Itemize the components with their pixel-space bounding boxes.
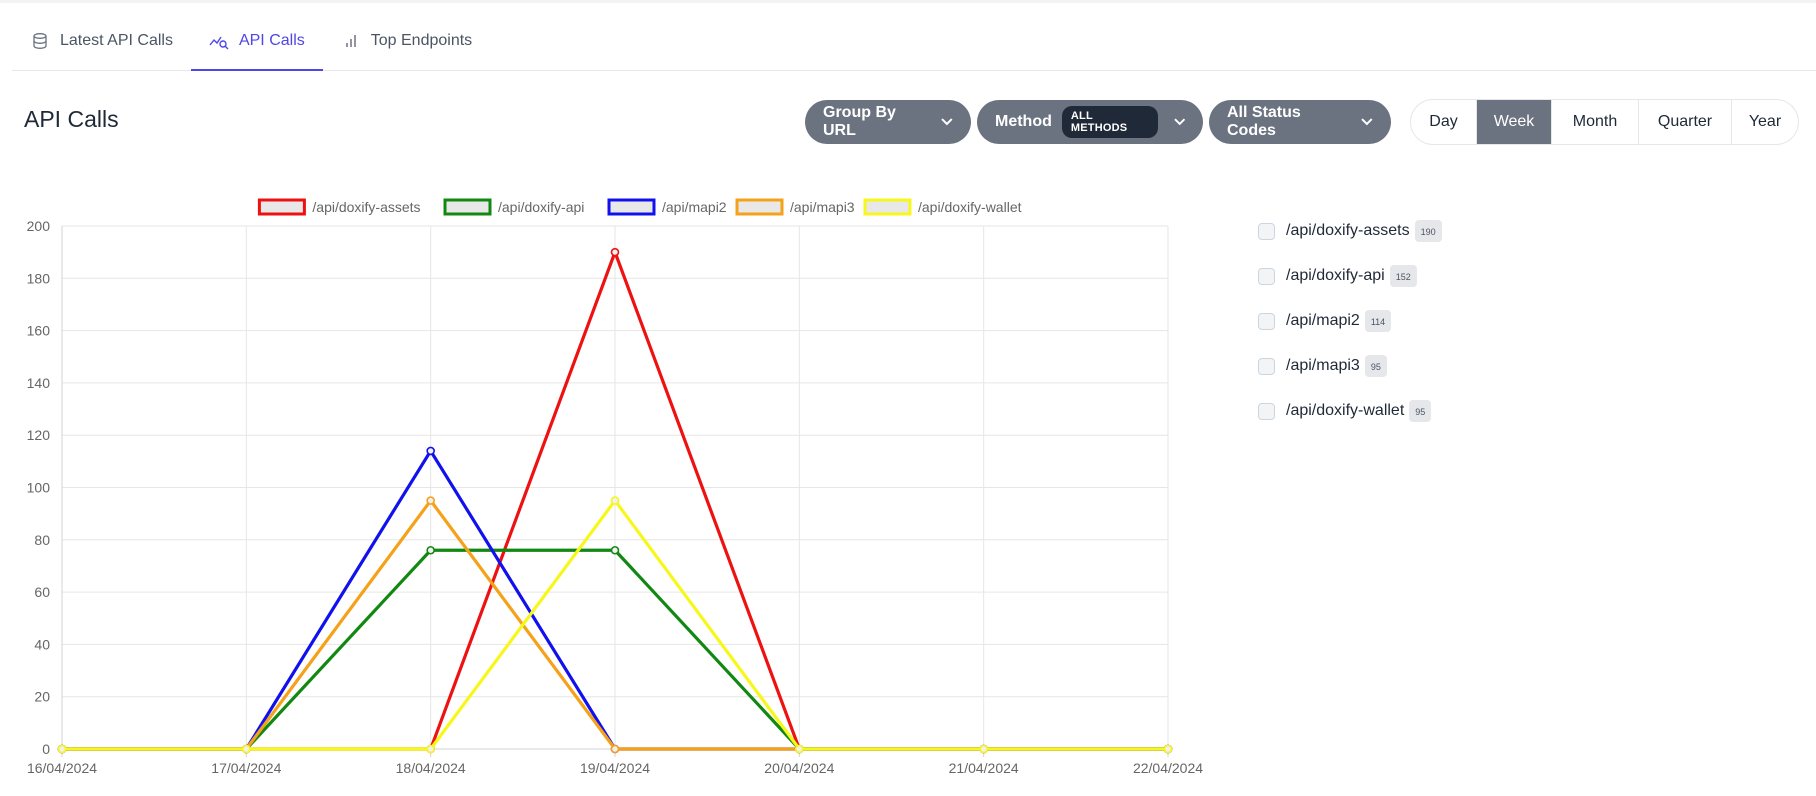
legend-swatch <box>443 198 492 216</box>
y-tick-label: 40 <box>34 636 50 652</box>
legend-label: /api/mapi2 <box>662 199 727 215</box>
method-dropdown[interactable]: Method ALL METHODS <box>977 100 1203 144</box>
range-label: Quarter <box>1657 113 1713 130</box>
data-point <box>979 744 988 754</box>
api-calls-line-chart: 0 20 40 60 80 100 120 140 160 180 200 16/04/2024 17/… <box>27 198 1203 776</box>
endpoint-count-badge: 114 <box>1364 310 1392 332</box>
data-point <box>610 496 620 505</box>
y-tick-label: 180 <box>27 270 51 286</box>
bar-chart-icon <box>341 31 361 51</box>
y-tick-label: 0 <box>42 741 50 757</box>
chevron-down-icon <box>1173 118 1185 126</box>
data-point <box>610 744 620 754</box>
endpoint-label: /api/doxify-wallet <box>1286 402 1405 419</box>
endpoint-count-badge: 152 <box>1389 265 1417 287</box>
legend-swatch <box>735 198 784 216</box>
y-tick-label: 200 <box>27 218 51 234</box>
data-point <box>57 744 67 754</box>
line-chart-icon <box>209 31 229 51</box>
endpoint-checkbox[interactable] <box>1258 267 1275 285</box>
tab-label: Latest API Calls <box>60 31 173 49</box>
endpoint-count-badge: 95 <box>1409 400 1432 422</box>
chevron-down-icon <box>1361 118 1373 126</box>
x-tick-label: 21/04/2024 <box>949 760 1019 776</box>
tab-top-endpoints[interactable]: Top Endpoints <box>323 12 490 69</box>
range-quarter-button[interactable]: Quarter <box>1639 100 1732 144</box>
x-tick-label: 20/04/2024 <box>764 760 834 776</box>
status-code-dropdown[interactable]: All Status Codes <box>1209 100 1391 144</box>
endpoint-checkbox[interactable] <box>1258 357 1275 375</box>
legend-swatch <box>863 198 912 216</box>
legend-label: /api/doxify-wallet <box>918 199 1022 215</box>
range-year-button[interactable]: Year <box>1732 100 1798 144</box>
page-title: API Calls <box>24 106 119 132</box>
data-point <box>426 744 435 754</box>
legend-swatch <box>257 198 306 216</box>
y-tick-label: 120 <box>27 427 51 443</box>
database-icon <box>30 31 50 51</box>
y-tick-label: 20 <box>34 689 50 705</box>
range-month-button[interactable]: Month <box>1552 100 1639 144</box>
y-tick-label: 160 <box>27 323 51 339</box>
endpoint-label: /api/mapi3 <box>1286 357 1360 374</box>
endpoint-checkbox[interactable] <box>1258 222 1275 240</box>
data-point <box>610 247 620 257</box>
endpoint-label: /api/doxify-api <box>1286 267 1385 284</box>
range-label: Year <box>1748 113 1782 130</box>
data-point <box>795 744 804 754</box>
data-point <box>426 446 435 456</box>
data-point <box>242 744 251 754</box>
time-range-selector: Day Week Month Quarter Year <box>1410 99 1799 145</box>
method-badge: ALL METHODS <box>1061 106 1158 138</box>
endpoint-item-doxify-assets: /api/doxify-assets 190 <box>1258 220 1442 242</box>
data-point <box>610 545 620 555</box>
tab-label: Top Endpoints <box>370 31 473 49</box>
range-week-button[interactable]: Week <box>1477 100 1552 144</box>
tab-label: API Calls <box>238 31 305 49</box>
y-tick-label: 100 <box>27 480 51 496</box>
x-tick-label: 17/04/2024 <box>211 760 281 776</box>
y-tick-label: 140 <box>27 375 51 391</box>
range-day-button[interactable]: Day <box>1411 100 1477 144</box>
x-tick-label: 16/04/2024 <box>27 760 97 776</box>
range-label: Week <box>1493 113 1535 130</box>
endpoint-item-doxify-wallet: /api/doxify-wallet 95 <box>1258 400 1432 422</box>
x-tick-label: 22/04/2024 <box>1133 760 1203 776</box>
legend-label: /api/doxify-assets <box>312 199 420 215</box>
endpoint-checkbox[interactable] <box>1258 312 1275 330</box>
legend-label: /api/doxify-api <box>498 199 584 215</box>
y-tick-label: 60 <box>34 584 50 600</box>
endpoint-label: /api/mapi2 <box>1286 312 1360 329</box>
data-point <box>426 496 435 505</box>
data-point <box>426 545 435 555</box>
method-label: Method <box>995 113 1052 130</box>
endpoint-item-mapi3: /api/mapi3 95 <box>1258 355 1387 377</box>
endpoint-count-badge: 190 <box>1414 220 1442 242</box>
endpoint-item-doxify-api: /api/doxify-api 152 <box>1258 265 1417 287</box>
endpoint-label: /api/doxify-assets <box>1286 222 1410 239</box>
x-tick-label: 19/04/2024 <box>580 760 650 776</box>
endpoint-checkbox[interactable] <box>1258 402 1275 420</box>
top-divider <box>0 0 1816 3</box>
range-label: Day <box>1429 113 1458 130</box>
endpoint-item-mapi2: /api/mapi2 114 <box>1258 310 1392 332</box>
group-by-dropdown[interactable]: Group By URL <box>805 100 971 144</box>
chevron-down-icon <box>941 118 953 126</box>
legend-swatch <box>607 198 656 216</box>
data-point <box>1163 744 1173 754</box>
tab-latest-api-calls[interactable]: Latest API Calls <box>12 12 191 69</box>
group-by-label: Group By URL <box>823 104 896 139</box>
y-tick-label: 80 <box>34 532 50 548</box>
x-tick-label: 18/04/2024 <box>396 760 466 776</box>
tab-bar: Latest API Calls API Calls Top Endpoints <box>12 12 1816 71</box>
legend-label: /api/mapi3 <box>790 199 855 215</box>
endpoint-count-badge: 95 <box>1364 355 1387 377</box>
status-code-label: All Status Codes <box>1227 104 1301 139</box>
tab-api-calls[interactable]: API Calls <box>190 12 323 71</box>
range-label: Month <box>1572 113 1618 130</box>
